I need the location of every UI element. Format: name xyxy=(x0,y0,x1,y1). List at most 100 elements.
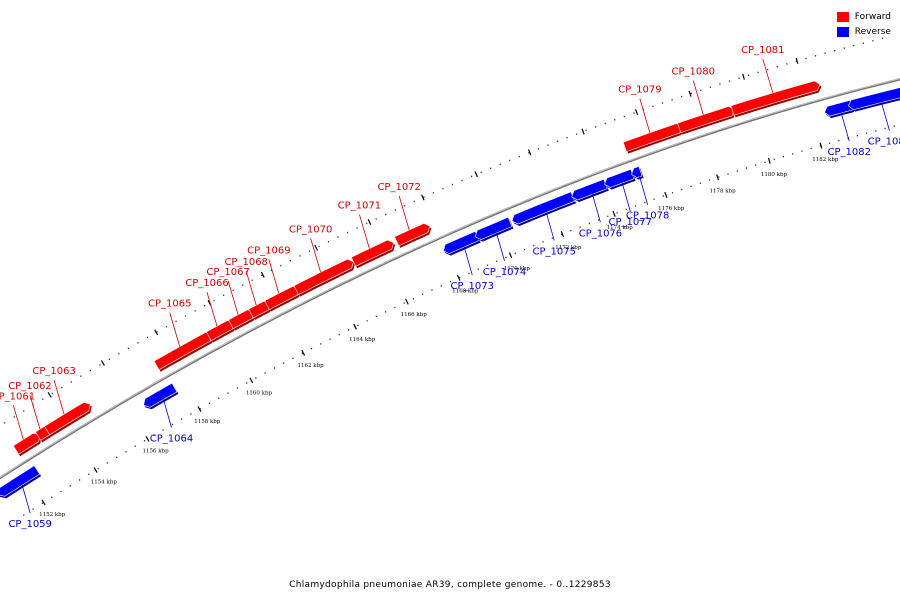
minor-tick xyxy=(556,140,559,143)
major-tick xyxy=(612,210,616,217)
minor-tick xyxy=(213,299,215,302)
major-tick xyxy=(716,174,720,181)
gene-cp-1064[interactable] xyxy=(143,382,179,410)
major-tick xyxy=(197,406,202,412)
minor-tick xyxy=(125,451,127,453)
gene-label[interactable]: CP_1061 xyxy=(0,391,35,402)
minor-tick xyxy=(738,77,740,79)
gene-label[interactable]: CP_1073 xyxy=(451,281,494,292)
gene-label[interactable]: CP_1065 xyxy=(148,299,191,310)
minor-tick xyxy=(708,179,711,181)
gene-label[interactable]: CP_1064 xyxy=(150,434,193,445)
gene-label[interactable]: CP_1076 xyxy=(579,228,622,239)
tick-marks: 1152 kbp 1154 kbp 1156 kbp 1158 kbp 1160 kbp… xyxy=(4,37,895,518)
gene-cp-1072[interactable] xyxy=(394,223,432,248)
minor-tick xyxy=(547,144,549,146)
gene-leader-line xyxy=(496,232,505,262)
gene-label[interactable]: CP_1067 xyxy=(206,267,249,278)
minor-tick xyxy=(320,343,322,345)
minor-tick xyxy=(4,422,6,424)
minor-tick xyxy=(347,329,350,331)
gene-cp-1081[interactable] xyxy=(730,80,822,118)
minor-tick xyxy=(327,241,330,243)
gene-label[interactable]: CP_1075 xyxy=(532,246,575,257)
minor-tick xyxy=(451,183,454,186)
minor-tick xyxy=(745,167,748,169)
major-tick xyxy=(100,360,105,366)
gene-cp-1077[interactable] xyxy=(604,168,636,190)
gene-label[interactable]: CP_1062 xyxy=(8,381,51,392)
minor-tick xyxy=(375,315,377,318)
tick-label: 1166 kbp xyxy=(401,312,428,318)
gene-label[interactable]: CP_1080 xyxy=(672,67,715,78)
gene-label[interactable]: CP_1077 xyxy=(608,217,651,228)
gene-label[interactable]: CP_1079 xyxy=(618,85,661,96)
minor-tick xyxy=(625,208,627,211)
minor-tick xyxy=(786,63,788,65)
gene-cp-1075[interactable] xyxy=(511,191,577,227)
minor-tick xyxy=(634,205,637,207)
minor-tick xyxy=(232,289,234,291)
minor-tick xyxy=(865,132,868,134)
gene-cp-1065[interactable] xyxy=(153,332,214,372)
minor-tick xyxy=(542,241,544,243)
minor-tick xyxy=(242,284,244,286)
minor-tick xyxy=(356,227,358,229)
gene-label[interactable]: CP_1069 xyxy=(247,245,290,256)
gene-body xyxy=(847,87,900,111)
gene-cp-1074[interactable] xyxy=(474,216,514,242)
gene-label[interactable]: CP_1078 xyxy=(626,211,669,222)
minor-tick xyxy=(143,440,146,442)
tick-label: 1158 kbp xyxy=(194,419,221,425)
minor-tick xyxy=(88,473,90,475)
gene-label[interactable]: CP_1059 xyxy=(8,519,51,530)
gene-label[interactable]: CP_1066 xyxy=(185,278,228,289)
gene-leader-line xyxy=(463,246,473,276)
minor-tick xyxy=(477,268,479,271)
gene-label[interactable]: CP_1072 xyxy=(377,182,420,193)
minor-tick xyxy=(32,508,34,510)
gene-cp-1078[interactable] xyxy=(631,166,644,180)
gene-cp-1080[interactable] xyxy=(677,106,737,135)
gene-leader-line xyxy=(639,176,649,205)
minor-tick xyxy=(127,347,130,349)
minor-tick xyxy=(537,148,539,150)
minor-tick xyxy=(403,302,405,304)
minor-tick xyxy=(273,367,276,369)
gene-cp-1076[interactable] xyxy=(571,178,609,203)
major-tick xyxy=(795,57,799,64)
gene-cp-1061[interactable] xyxy=(12,432,42,457)
gene-label[interactable]: CP_1074 xyxy=(483,267,526,278)
minor-tick xyxy=(78,479,81,481)
minor-tick xyxy=(165,325,168,328)
gene-leader-line xyxy=(881,102,890,131)
gene-cp-1063[interactable] xyxy=(44,402,92,437)
gene-label[interactable]: CP_1071 xyxy=(338,201,381,212)
minor-tick xyxy=(792,153,794,155)
minor-tick xyxy=(875,130,877,132)
gene-cp-1070[interactable] xyxy=(293,258,355,297)
minor-tick xyxy=(575,133,578,135)
gene-label[interactable]: CP_1068 xyxy=(224,257,267,268)
major-tick xyxy=(301,349,306,356)
gene-cp-1079[interactable] xyxy=(622,123,684,154)
gene-cp-1083[interactable] xyxy=(847,86,900,112)
gene-label[interactable]: CP_1082 xyxy=(827,147,870,158)
gene-cp-1059[interactable] xyxy=(0,465,42,499)
minor-tick xyxy=(181,418,183,420)
major-tick xyxy=(154,329,159,336)
gene-label[interactable]: CP_1081 xyxy=(741,45,784,56)
gene-label[interactable]: CP_1063 xyxy=(32,366,75,377)
minor-tick xyxy=(184,315,187,317)
minor-tick xyxy=(442,188,444,190)
legend-swatch-reverse xyxy=(836,26,849,37)
minor-tick xyxy=(385,311,387,313)
gene-leader-line xyxy=(268,259,280,294)
tick-label: 1180 kbp xyxy=(761,172,788,178)
gene-label[interactable]: CP_1083 xyxy=(868,136,900,147)
major-tick xyxy=(47,392,52,398)
minor-tick xyxy=(153,434,155,436)
gene-cp-1071[interactable] xyxy=(350,239,396,269)
gene-label[interactable]: CP_1070 xyxy=(289,224,332,235)
genome-caption: Chlamydophila pneumoniae AR39, complete … xyxy=(289,580,611,590)
